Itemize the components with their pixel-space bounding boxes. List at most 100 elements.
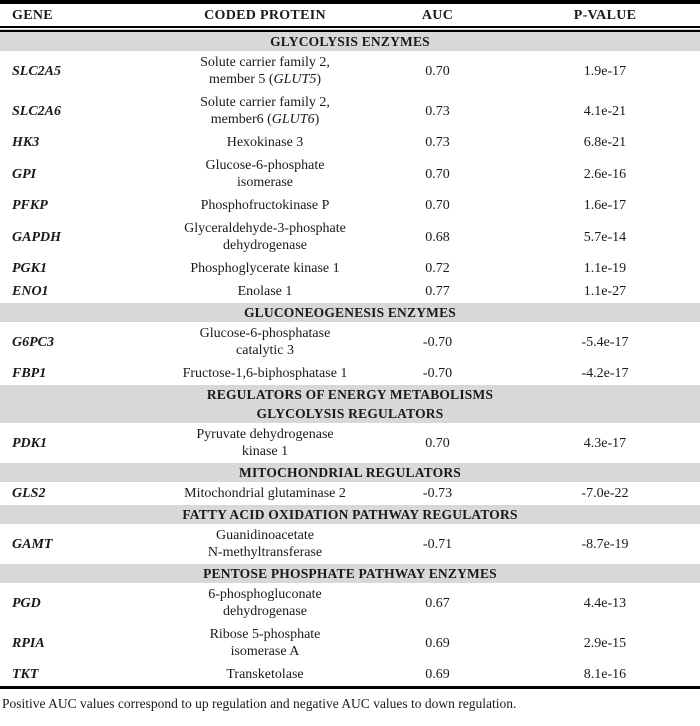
coded-protein: Solute carrier family 2, member 5 (GLUT5) [200, 55, 330, 87]
p-value: 8.1e-16 [510, 663, 700, 689]
coded-protein: Mitochondrial glutaminase 2 [184, 486, 346, 501]
coded-protein: Phosphofructokinase P [200, 198, 330, 213]
p-value: -4.2e-17 [581, 366, 629, 381]
gene-symbol: HK3 [12, 135, 40, 150]
p-value: 5.7e-14 [583, 229, 627, 245]
gene-row: GAPDH Glyceraldehyde-3-phosphate dehydroge… [0, 217, 700, 257]
p-value: -8.7e-19 [581, 536, 629, 552]
gene-symbol: SLC2A5 [12, 63, 62, 79]
auc-value: -0.73 [422, 486, 453, 501]
gene-row: RPIA Ribose 5-phosphate isomerase A 0.69 2.9… [0, 623, 700, 663]
auc-value: 0.70 [425, 435, 450, 451]
column-header-coded-protein: CODED PROTEIN [165, 0, 365, 32]
coded-protein: Solute carrier family 2, member6 (GLUT6) [200, 95, 330, 127]
column-header-auc: AUC [365, 0, 510, 32]
gene-row: PDK1 Pyruvate dehydrogenase kinase 1 0.70 4.… [0, 423, 700, 463]
gene-enzyme-table: GENE CODED PROTEIN AUC P-VALUE GLYCOLYSI… [0, 0, 700, 689]
gene-row: SLC2A5 Solute carrier family 2, member 5 (… [0, 51, 700, 91]
p-value: 1.9e-17 [583, 63, 627, 79]
gene-row: ENO1 Enolase 1 0.77 1.1e-27 [0, 280, 700, 303]
gene-symbol: G6PC3 [12, 334, 54, 350]
auc-value: 0.69 [425, 635, 450, 651]
auc-value: -0.71 [422, 536, 453, 552]
section-row: GLYCOLYSIS ENZYMES [0, 29, 700, 51]
section-label: GLUCONEOGENESIS ENZYMES [0, 303, 700, 322]
coded-protein: Phosphoglycerate kinase 1 [190, 261, 340, 276]
section-label: FATTY ACID OXIDATION PATHWAY REGULATORS [0, 505, 700, 524]
p-value: 1.1e-27 [583, 284, 627, 299]
column-header-p-value: P-VALUE [510, 0, 700, 32]
auc-value: 0.77 [425, 284, 450, 299]
gene-symbol: FBP1 [12, 366, 47, 381]
gene-row: GPI Glucose-6-phosphate isomerase 0.70 2.6e-… [0, 154, 700, 194]
auc-value: 0.69 [365, 663, 510, 689]
auc-value: 0.73 [425, 103, 450, 119]
p-value: -7.0e-22 [581, 486, 629, 501]
p-value: 4.3e-17 [583, 435, 627, 451]
auc-value: 0.68 [425, 229, 450, 245]
p-value: 4.1e-21 [583, 103, 627, 119]
p-value: 2.9e-15 [583, 635, 627, 651]
table-body: GLYCOLYSIS ENZYMES SLC2A5 Solute carrier f… [0, 29, 700, 689]
coded-protein: Transketolase [165, 663, 365, 689]
gene-row: PGK1 Phosphoglycerate kinase 1 0.72 1.1e-19 [0, 257, 700, 280]
coded-protein: Fructose-1,6-biphosphatase 1 [182, 366, 348, 381]
section-row: MITOCHONDRIAL REGULATORS [0, 463, 700, 482]
gene-symbol: ENO1 [12, 284, 49, 299]
gene-row: SLC2A6 Solute carrier family 2, member6 (G… [0, 91, 700, 131]
gene-row: TKT Transketolase 0.69 8.1e-16 [0, 663, 700, 689]
section-row: PENTOSE PHOSPHATE PATHWAY ENZYMES [0, 564, 700, 583]
auc-value: 0.72 [425, 261, 450, 276]
auc-value: 0.70 [425, 63, 450, 79]
coded-protein: 6-phosphogluconate dehydrogenase [208, 587, 322, 619]
gene-row: G6PC3 Glucose-6-phosphatase catalytic 3 -0.… [0, 322, 700, 362]
column-header-gene: GENE [0, 0, 165, 32]
gene-symbol: RPIA [12, 635, 45, 651]
p-value: 1.6e-17 [583, 198, 627, 213]
footnote: Positive AUC values correspond to up reg… [2, 696, 517, 711]
coded-protein: Hexokinase 3 [226, 135, 304, 150]
auc-value: 0.70 [425, 198, 450, 213]
gene-symbol: GLS2 [12, 486, 46, 501]
coded-protein: Ribose 5-phosphate isomerase A [209, 627, 321, 659]
coded-protein: Glucose-6-phosphatase catalytic 3 [199, 326, 331, 358]
coded-protein: Guanidinoacetate N-methyltransferase [207, 528, 323, 560]
gene-row: GLS2 Mitochondrial glutaminase 2 -0.73 -7.0… [0, 482, 700, 505]
gene-symbol: PDK1 [12, 435, 47, 451]
p-value: 2.6e-16 [583, 166, 627, 182]
p-value: 6.8e-21 [583, 135, 627, 150]
section-label: REGULATORS OF ENERGY METABOLISMS [0, 385, 700, 404]
gene-symbol: GAPDH [12, 229, 61, 245]
gene-row: PFKP Phosphofructokinase P 0.70 1.6e-17 [0, 194, 700, 217]
section-label: GLYCOLYSIS ENZYMES [0, 29, 700, 51]
gene-row: GAMT Guanidinoacetate N-methyltransferase -… [0, 524, 700, 564]
coded-protein: Enolase 1 [237, 284, 293, 299]
gene-symbol: GAMT [12, 536, 53, 552]
coded-protein: Pyruvate dehydrogenase kinase 1 [196, 427, 334, 459]
gene-row: PGD 6-phosphogluconate dehydrogenase 0.67 4.… [0, 583, 700, 623]
auc-value: 0.73 [425, 135, 450, 150]
section-row: GLUCONEOGENESIS ENZYMES [0, 303, 700, 322]
section-row: FATTY ACID OXIDATION PATHWAY REGULATORS [0, 505, 700, 524]
auc-value: -0.70 [422, 366, 453, 381]
gene-symbol: SLC2A6 [12, 103, 62, 119]
p-value: 4.4e-13 [583, 595, 627, 611]
gene-symbol: PFKP [12, 198, 48, 213]
auc-value: 0.67 [425, 595, 450, 611]
section-row: GLYCOLYSIS REGULATORS [0, 404, 700, 423]
gene-row: FBP1 Fructose-1,6-biphosphatase 1 -0.70 -4.… [0, 362, 700, 385]
auc-value: -0.70 [422, 334, 453, 350]
p-value: -5.4e-17 [581, 334, 629, 350]
header-row: GENE CODED PROTEIN AUC P-VALUE [0, 0, 700, 32]
section-label: GLYCOLYSIS REGULATORS [0, 404, 700, 423]
section-row: REGULATORS OF ENERGY METABOLISMS [0, 385, 700, 404]
gene-symbol: GPI [12, 166, 37, 182]
section-label: MITOCHONDRIAL REGULATORS [0, 463, 700, 482]
gene-symbol: PGK1 [12, 261, 47, 276]
auc-value: 0.70 [425, 166, 450, 182]
section-label: PENTOSE PHOSPHATE PATHWAY ENZYMES [0, 564, 700, 583]
coded-protein: Glyceraldehyde-3-phosphate dehydrogenase [184, 221, 346, 253]
coded-protein: Glucose-6-phosphate isomerase [205, 158, 325, 190]
gene-symbol: TKT [0, 663, 165, 689]
